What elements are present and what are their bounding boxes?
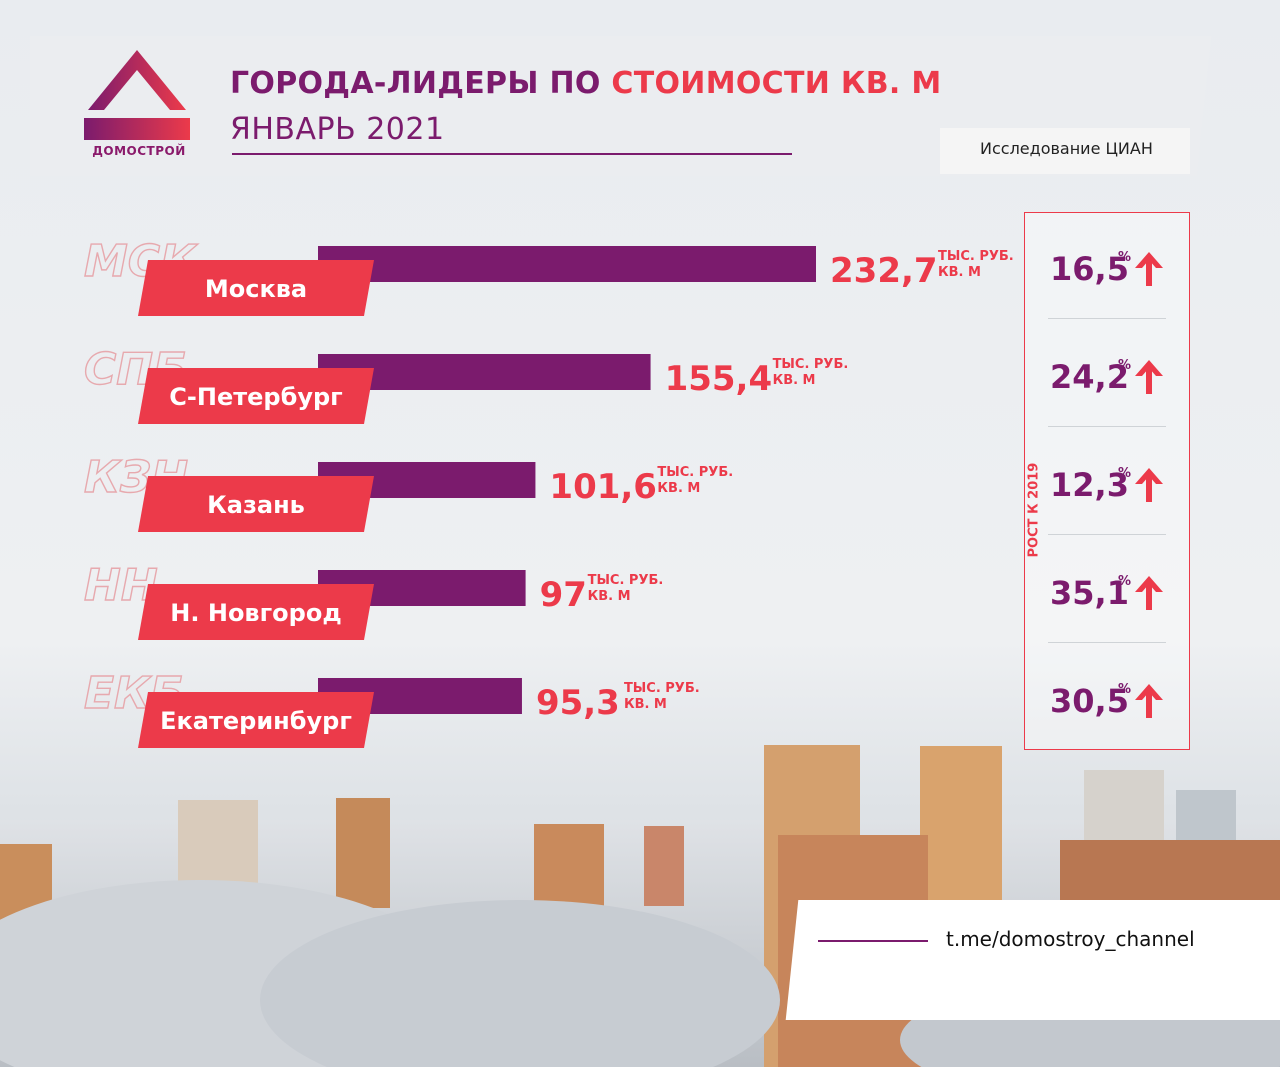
unit-label-line1: ТЫС. РУБ. — [624, 681, 700, 696]
unit-label-line2: КВ. М — [938, 265, 981, 280]
growth-divider — [1048, 426, 1166, 427]
city-label-plate — [138, 692, 374, 748]
city-label: С-Петербург — [169, 383, 342, 411]
growth-row: 24,2% — [1044, 352, 1184, 402]
growth-percent-sign: % — [1118, 682, 1132, 697]
growth-axis-label: РОСТ К 2019 — [1026, 462, 1042, 558]
growth-percent-sign: % — [1118, 574, 1132, 589]
city-label-plate — [138, 368, 374, 424]
unit-label-line2: КВ. М — [588, 589, 631, 604]
unit-label-line2: КВ. М — [624, 697, 667, 712]
page-subtitle: ЯНВАРЬ 2021 — [230, 112, 445, 147]
city-label-plate — [138, 260, 374, 316]
unit-label-line1: ТЫС. РУБ. — [657, 465, 733, 480]
growth-row: 35,1% — [1044, 568, 1184, 618]
arrow-up-icon — [1135, 252, 1163, 286]
bar — [318, 246, 816, 282]
growth-percent-sign: % — [1118, 466, 1132, 481]
data-label: 101,6 — [549, 467, 657, 507]
data-label: 95,3 — [536, 683, 620, 723]
city-label-plate — [138, 476, 374, 532]
unit-label-line1: ТЫС. РУБ. — [588, 573, 664, 588]
domostroy-logo-icon — [84, 50, 190, 140]
unit-label-line2: КВ. М — [657, 481, 700, 496]
arrow-up-icon — [1135, 360, 1163, 394]
data-label: 97 — [540, 575, 587, 615]
page-title: ГОРОДА-ЛИДЕРЫ ПО СТОИМОСТИ КВ. М — [230, 66, 941, 101]
city-label: Казань — [207, 491, 305, 519]
growth-row: 16,5% — [1044, 244, 1184, 294]
city-label: Н. Новгород — [170, 599, 341, 627]
arrow-up-icon — [1135, 684, 1163, 718]
growth-percent-sign: % — [1118, 250, 1132, 265]
city-label: Екатеринбург — [160, 707, 352, 735]
unit-label-line1: ТЫС. РУБ. — [938, 249, 1014, 264]
growth-row: 12,3% — [1044, 460, 1184, 510]
growth-value: 30,5 — [1050, 682, 1129, 720]
arrow-up-icon — [1135, 468, 1163, 502]
unit-label-line1: ТЫС. РУБ. — [773, 357, 849, 372]
title-part-2: СТОИМОСТИ КВ. М — [611, 66, 942, 101]
data-label: 155,4 — [665, 359, 773, 399]
growth-divider — [1048, 318, 1166, 319]
growth-value: 24,2 — [1050, 358, 1129, 396]
source-label: Исследование ЦИАН — [980, 139, 1153, 158]
growth-value: 12,3 — [1050, 466, 1129, 504]
unit-label-line2: КВ. М — [773, 373, 816, 388]
city-label-plate — [138, 584, 374, 640]
city-label: Москва — [205, 275, 307, 303]
data-label: 232,7 — [830, 251, 938, 291]
logo-text: ДОМОСТРОЙ — [92, 144, 186, 158]
footer-rule — [818, 940, 928, 942]
arrow-up-icon — [1135, 576, 1163, 610]
growth-percent-sign: % — [1118, 358, 1132, 373]
source-box — [940, 128, 1190, 174]
footer-box — [818, 900, 1280, 1020]
growth-divider — [1048, 642, 1166, 643]
growth-value: 35,1 — [1050, 574, 1129, 612]
telegram-link[interactable]: t.me/domostroy_channel — [946, 927, 1195, 951]
growth-value: 16,5 — [1050, 250, 1129, 288]
title-rule — [232, 153, 792, 155]
bar — [318, 354, 651, 390]
growth-box — [1024, 212, 1190, 750]
title-part-1: ГОРОДА-ЛИДЕРЫ ПО — [230, 66, 612, 101]
growth-row: 30,5% — [1044, 676, 1184, 726]
growth-divider — [1048, 534, 1166, 535]
